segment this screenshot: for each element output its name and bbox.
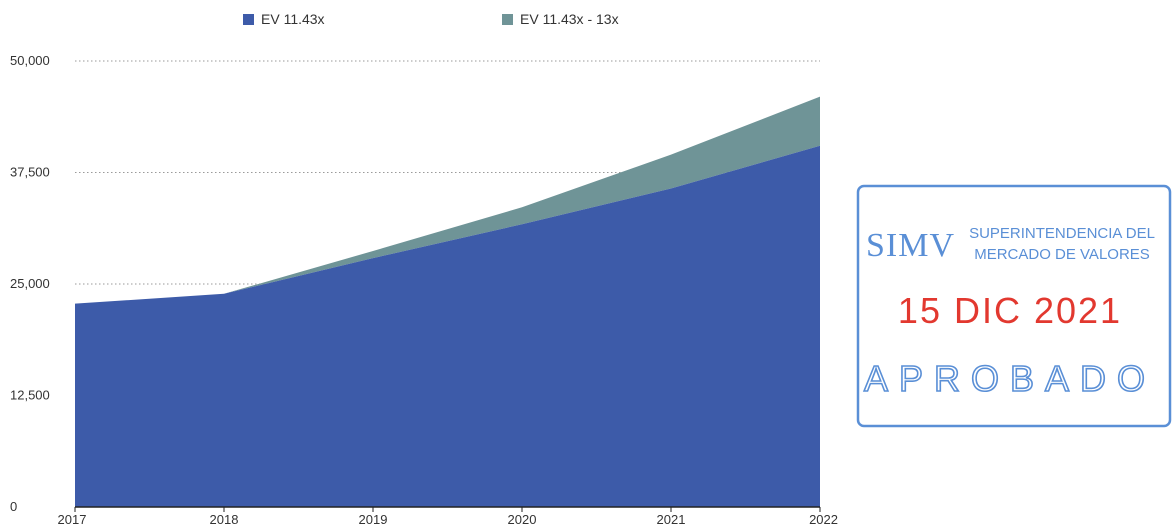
y-tick-label: 50,000 [10,53,50,68]
y-tick-label: 12,500 [10,388,50,403]
legend: EV 11.43x EV 11.43x - 13x [243,11,619,27]
stamp-border [856,184,1172,428]
stamp-status: APROBADO [864,358,1156,399]
x-tick-label: 2017 [58,512,87,526]
y-tick-label: 25,000 [10,276,50,291]
x-tick-label: 2022 [809,512,838,526]
x-tick-label: 2021 [657,512,686,526]
y-axis: 0 12,500 25,000 37,500 50,000 [10,53,50,514]
approval-stamp: SIMV SUPERINTENDENCIA DEL MERCADO DE VAL… [856,184,1172,428]
x-tick-label: 2020 [508,512,537,526]
x-tick-label: 2018 [210,512,239,526]
legend-label: EV 11.43x [261,11,325,27]
area-series [75,96,820,508]
y-tick-label: 37,500 [10,165,50,180]
area-series-1 [75,145,820,508]
legend-swatch [502,14,513,25]
y-tick-label: 0 [10,499,17,514]
x-tick-label: 2019 [359,512,388,526]
stamp-org-line2: MERCADO DE VALORES [974,246,1150,263]
stamp-logo: SIMV [866,227,955,264]
stamp-date: 15 DIC 2021 [898,290,1122,331]
legend-swatch [243,14,254,25]
x-axis: 2017 2018 2019 2020 2021 2022 [58,506,838,526]
legend-label: EV 11.43x - 13x [520,11,619,27]
stamp-org-line1: SUPERINTENDENCIA DEL [969,225,1155,242]
